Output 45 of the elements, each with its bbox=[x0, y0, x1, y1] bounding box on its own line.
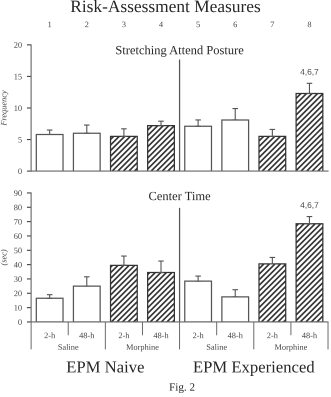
x-tick-label: 4 bbox=[159, 22, 163, 28]
x-tick-label: 2-h bbox=[118, 332, 130, 338]
y-tick-label: 10 bbox=[14, 304, 22, 311]
y-tick-label: 80 bbox=[14, 204, 22, 210]
x-tick-label: 6 bbox=[234, 22, 238, 28]
text: Morphine bbox=[274, 344, 308, 352]
y-tick-label: 20 bbox=[14, 42, 22, 48]
x-tick-label: 8 bbox=[308, 22, 312, 28]
annotation: 4,6,7 bbox=[300, 68, 318, 76]
x-tick-label: 48-h bbox=[154, 332, 169, 338]
y-tick-label: 15 bbox=[14, 74, 22, 80]
x-tick-label: 1 bbox=[48, 22, 52, 28]
y-tick-label: 10 bbox=[14, 105, 22, 111]
y-tick-label: 70 bbox=[14, 218, 22, 225]
x-tick-label: 48-h bbox=[228, 332, 243, 338]
text: Saline bbox=[58, 344, 78, 350]
y-tick-label: 60 bbox=[14, 233, 22, 239]
annotation: 4,6,7 bbox=[300, 202, 318, 209]
text: EPM Experienced bbox=[193, 360, 314, 376]
x-tick-label: 3 bbox=[122, 22, 126, 28]
caption: Fig. 2 bbox=[169, 383, 194, 394]
y-tick-label: 40 bbox=[14, 262, 22, 268]
text: Saline bbox=[206, 344, 227, 350]
y-tick-label: 20 bbox=[14, 290, 22, 296]
x-tick-label: 48-h bbox=[79, 332, 94, 338]
text: EPM Naive bbox=[66, 361, 144, 373]
x-tick-label: 2-h bbox=[267, 332, 278, 338]
y-tick-label: 90 bbox=[14, 190, 22, 196]
x-tick-label: 7 bbox=[270, 22, 274, 28]
y-tick-label: 30 bbox=[14, 276, 22, 282]
y-tick-label: 5 bbox=[18, 136, 22, 143]
chart-title: Risk-Assessment Measures bbox=[70, 0, 260, 12]
x-tick-label: 5 bbox=[196, 22, 200, 28]
y-axis-title: (sec) bbox=[0, 250, 8, 266]
y-tick-label: 0 bbox=[18, 319, 22, 325]
chart-subtitle: Stretching Attend Posture bbox=[116, 46, 244, 57]
x-tick-label: 2-h bbox=[44, 332, 56, 338]
x-tick-label: 2-h bbox=[192, 332, 204, 338]
y-axis-title: Frequency bbox=[0, 90, 8, 126]
text: Morphine bbox=[126, 344, 159, 352]
y-tick-label: 0 bbox=[18, 168, 22, 174]
y-tick-label: 50 bbox=[14, 248, 22, 254]
x-tick-label: 48-h bbox=[302, 332, 317, 338]
chart-title: Center Time bbox=[148, 192, 210, 200]
x-tick-label: 2 bbox=[85, 22, 88, 28]
